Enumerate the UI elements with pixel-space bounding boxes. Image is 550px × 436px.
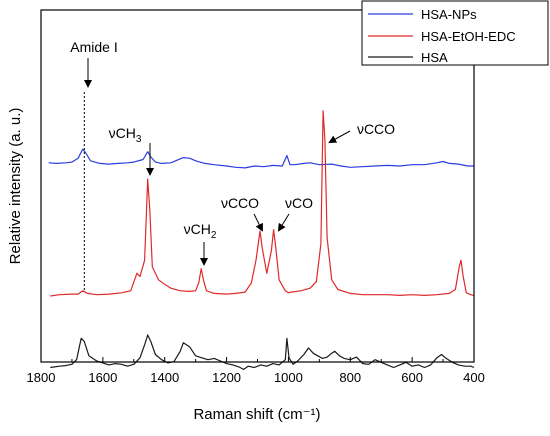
annotation-amide: Amide I: [70, 39, 117, 55]
annotation-cco2: νCCO: [357, 121, 395, 137]
annotation-arrow-cco1: [253, 213, 263, 232]
x-tick-label-1200: 1200: [212, 370, 241, 385]
legend-label-hsa-etoh-edc: HSA-EtOH-EDC: [421, 29, 516, 44]
legend-label-hsa-nps: HSA-NPs: [421, 7, 477, 22]
annotation-ch3: νCH3: [109, 125, 142, 145]
annotation-arrow-co: [277, 213, 290, 232]
legend-box: [361, 0, 549, 66]
series-line-hsa-etoh-edc: [50, 110, 475, 297]
annotation-cco1: νCCO: [221, 195, 259, 211]
x-axis-title: Raman shift (cm⁻¹): [193, 406, 320, 423]
x-tick-label-1400: 1400: [150, 370, 179, 385]
annotation-arrow-cco2: [328, 130, 351, 143]
x-tick-label-600: 600: [401, 370, 423, 385]
annotation-co: νCO: [285, 195, 313, 211]
annotation-ch2: νCH2: [184, 221, 217, 241]
series-layer: [48, 110, 475, 370]
legend-label-hsa: HSA: [421, 50, 448, 65]
x-tick-label-1600: 1600: [88, 370, 117, 385]
series-line-hsa-nps: [48, 148, 474, 169]
x-axis-ticks: 1800 1600 1400 1200 1000 800 600 400: [27, 357, 485, 385]
x-tick-label-1800: 1800: [27, 370, 56, 385]
x-tick-label-800: 800: [339, 370, 361, 385]
x-tick-label-1000: 1000: [274, 370, 303, 385]
legend: HSA-NPs HSA-EtOH-EDC HSA: [361, 0, 549, 66]
x-tick-label-400: 400: [463, 370, 485, 385]
y-axis-title: Relative intensity (a. u.): [7, 108, 24, 265]
series-line-hsa: [50, 334, 475, 370]
